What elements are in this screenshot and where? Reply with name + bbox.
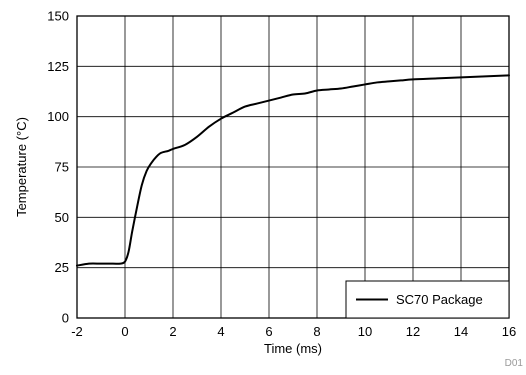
y-tick-label: 25	[55, 260, 69, 275]
x-tick-label: 16	[502, 324, 516, 339]
y-tick-label: 50	[55, 210, 69, 225]
y-tick-label: 125	[47, 59, 69, 74]
x-tick-label: 12	[406, 324, 420, 339]
series-line-sc70-package	[76, 74, 510, 267]
plot-frame	[76, 15, 510, 319]
y-tick-label: 0	[62, 311, 69, 326]
figure-id: D01	[505, 358, 524, 369]
x-tick-label: 6	[265, 324, 272, 339]
y-tick-label: 100	[47, 109, 69, 124]
x-tick-label: -2	[71, 324, 83, 339]
x-tick-label: 2	[169, 324, 176, 339]
x-axis-label: Time (ms)	[264, 341, 322, 356]
y-tick-label: 75	[55, 160, 69, 175]
x-tick-label: 0	[121, 324, 128, 339]
legend-label-sc70: SC70 Package	[396, 292, 483, 307]
x-tick-label: 10	[358, 324, 372, 339]
y-tick-label: 150	[47, 9, 69, 24]
x-tick-label: 4	[217, 324, 224, 339]
data-series-layer	[76, 74, 510, 267]
legend: SC70 Package	[345, 280, 510, 319]
x-tick-label: 8	[313, 324, 320, 339]
x-tick-label: 14	[454, 324, 468, 339]
gridlines	[77, 16, 509, 318]
y-axis-label: Temperature (°C)	[14, 117, 29, 217]
